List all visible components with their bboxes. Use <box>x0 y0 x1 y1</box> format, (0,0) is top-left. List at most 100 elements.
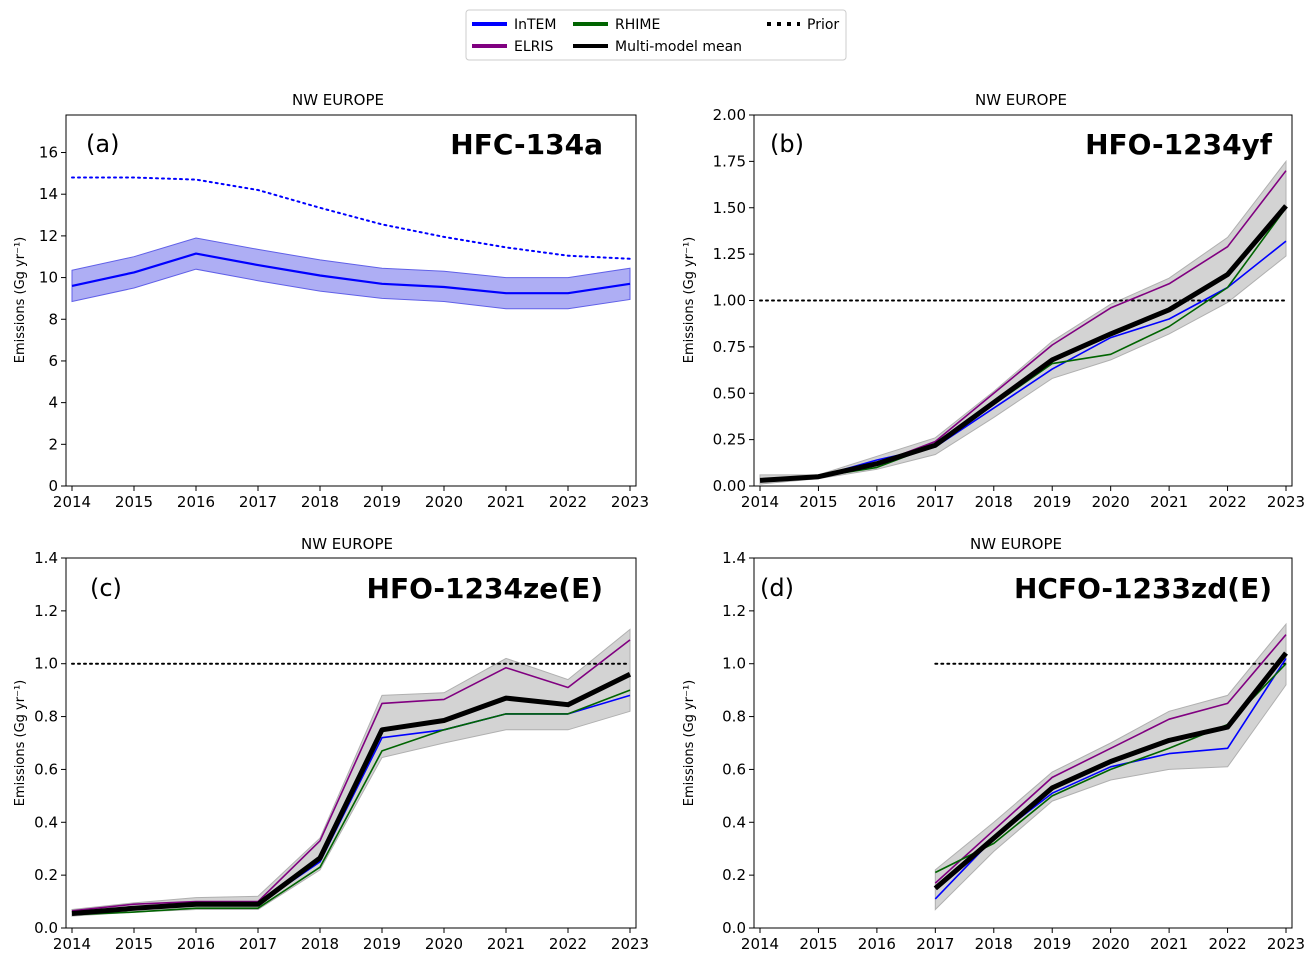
x-tick-label: 2019 <box>1033 935 1071 953</box>
y-axis-label: Emissions (Gg yr⁻¹) <box>682 237 697 363</box>
series-line-elris <box>759 170 1287 482</box>
uncertainty-band <box>759 159 1287 485</box>
y-tick-label: 0.00 <box>713 477 746 495</box>
legend-label-intem: InTEM <box>514 17 556 33</box>
y-tick-label: 0.2 <box>34 866 58 884</box>
series-line-mean <box>759 204 1288 483</box>
x-tick-label: 2020 <box>1092 935 1130 953</box>
legend-frame <box>465 9 847 61</box>
y-tick-label: 1.4 <box>722 549 746 567</box>
y-tick-label: 0.4 <box>34 813 58 831</box>
x-tick-label: 2014 <box>741 493 779 511</box>
series-line-intem <box>71 252 631 295</box>
panel-label: (c) <box>90 574 122 602</box>
x-tick-label: 2023 <box>611 935 649 953</box>
y-tick-label: 0 <box>48 477 58 495</box>
y-axis-label: Emissions (Gg yr⁻¹) <box>13 237 28 363</box>
plot-area <box>933 622 1288 911</box>
legend: InTEM ELRIS RHIME Multi-model mean Prior <box>465 9 847 61</box>
y-tick-label: 1.2 <box>722 602 746 620</box>
x-tick-label: 2021 <box>487 935 525 953</box>
x-tick-label: 2017 <box>916 493 954 511</box>
legend-label-rhime: RHIME <box>615 17 660 33</box>
series-line-elris <box>71 639 631 912</box>
x-tick-label: 2017 <box>916 935 954 953</box>
x-tick-label: 2022 <box>549 493 587 511</box>
y-tick-label: 6 <box>48 352 58 370</box>
x-tick-label: 2015 <box>115 493 153 511</box>
panel-title: NW EUROPE <box>970 535 1062 553</box>
y-tick-label: 1.0 <box>722 655 746 673</box>
series-line-rhime <box>71 689 631 916</box>
y-tick-label: 0.6 <box>34 760 58 778</box>
legend-label-prior: Prior <box>807 17 839 33</box>
y-tick-label: 2.00 <box>713 106 746 124</box>
panel-2: 2014 2015 2016 2017 2018 2019 2020 2021 2022 2023… <box>13 535 649 953</box>
x-tick-label: 2021 <box>1150 493 1188 511</box>
y-tick-label: 1.75 <box>713 152 746 170</box>
panel-label: (a) <box>86 130 119 158</box>
x-tick-label: 2017 <box>239 935 277 953</box>
x-tick-label: 2017 <box>239 493 277 511</box>
y-tick-label: 0.8 <box>722 708 746 726</box>
panel-title: NW EUROPE <box>292 91 384 109</box>
y-tick-label: 1.2 <box>34 602 58 620</box>
x-tick-label: 2020 <box>425 935 463 953</box>
legend-label-mean: Multi-model mean <box>615 39 742 55</box>
x-tick-label: 2016 <box>858 935 896 953</box>
x-tick-label: 2022 <box>1208 935 1246 953</box>
x-tick-label: 2018 <box>975 493 1013 511</box>
x-tick-label: 2023 <box>1267 935 1305 953</box>
x-tick-label: 2015 <box>115 935 153 953</box>
y-tick-label: 1.00 <box>713 292 746 310</box>
series-line-elris <box>934 634 1287 884</box>
y-tick-label: 0.6 <box>722 760 746 778</box>
series-line-mean <box>933 651 1288 891</box>
compound-label: HFC-134a <box>450 128 603 161</box>
x-tick-label: 2020 <box>425 493 463 511</box>
x-tick-label: 2015 <box>799 935 837 953</box>
y-tick-label: 0.25 <box>713 431 746 449</box>
y-tick-label: 0.0 <box>34 919 58 937</box>
x-tick-label: 2015 <box>799 493 837 511</box>
x-tick-label: 2019 <box>363 935 401 953</box>
x-tick-label: 2022 <box>1208 493 1246 511</box>
x-tick-label: 2020 <box>1092 493 1130 511</box>
x-tick-label: 2022 <box>549 935 587 953</box>
y-tick-label: 10 <box>39 269 58 287</box>
x-tick-label: 2021 <box>487 493 525 511</box>
y-tick-label: 8 <box>48 310 58 328</box>
y-tick-label: 16 <box>39 144 58 162</box>
panels: 2014 2015 2016 2017 2018 2019 2020 2021 2022 2023… <box>13 91 1305 953</box>
legend-label-elris: ELRIS <box>514 39 554 55</box>
compound-label: HFO-1234yf <box>1085 128 1273 161</box>
x-tick-label: 2018 <box>301 935 339 953</box>
x-tick-label: 2014 <box>53 935 91 953</box>
y-tick-label: 1.25 <box>713 245 746 263</box>
x-tick-label: 2021 <box>1150 935 1188 953</box>
y-tick-label: 0.2 <box>722 866 746 884</box>
panel-3: 2014 2015 2016 2017 2018 2019 2020 2021 2022 2023… <box>682 535 1305 953</box>
x-tick-label: 2014 <box>53 493 91 511</box>
axes-frame <box>753 557 1293 929</box>
compound-label: HFO-1234ze(E) <box>367 572 603 605</box>
y-tick-label: 1.4 <box>34 549 58 567</box>
x-tick-label: 2018 <box>975 935 1013 953</box>
panel-label: (d) <box>760 574 794 602</box>
plot-area <box>759 159 1288 485</box>
y-tick-label: 14 <box>39 185 58 203</box>
y-axis-label: Emissions (Gg yr⁻¹) <box>682 680 697 806</box>
panel-1: 2014 2015 2016 2017 2018 2019 2020 2021 2022 2023… <box>682 91 1305 511</box>
axes-frame <box>65 114 637 487</box>
panel-label: (b) <box>770 130 804 158</box>
series-line-mean <box>71 672 632 916</box>
series-line-rhime <box>759 207 1287 482</box>
y-tick-label: 4 <box>48 394 58 412</box>
panel-0: 2014 2015 2016 2017 2018 2019 2020 2021 2022 2023… <box>13 91 649 511</box>
y-tick-label: 12 <box>39 227 58 245</box>
plot-area <box>71 628 632 917</box>
x-tick-label: 2023 <box>1267 493 1305 511</box>
x-tick-label: 2023 <box>611 493 649 511</box>
y-tick-label: 1.0 <box>34 655 58 673</box>
